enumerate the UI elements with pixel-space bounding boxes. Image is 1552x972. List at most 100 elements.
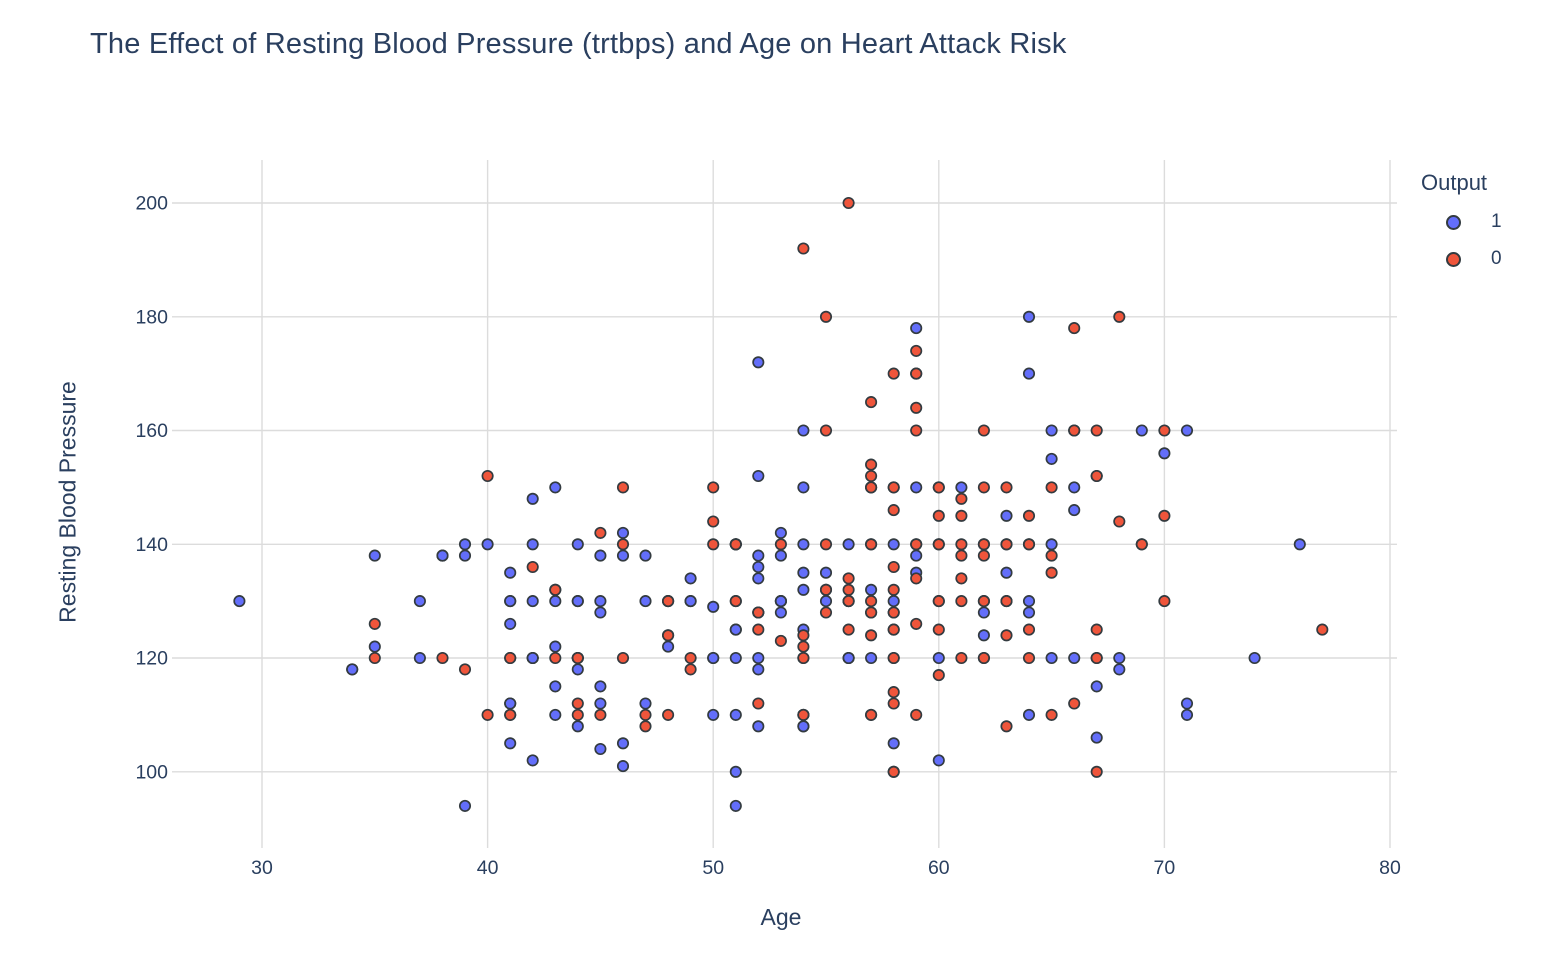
data-point[interactable] [549, 481, 562, 494]
data-point[interactable] [910, 481, 923, 494]
data-point[interactable] [1068, 424, 1081, 437]
data-point[interactable] [797, 629, 810, 642]
data-point[interactable] [1090, 765, 1103, 778]
data-point[interactable] [1090, 680, 1103, 693]
data-point[interactable] [955, 572, 968, 585]
data-point[interactable] [774, 595, 787, 608]
data-point[interactable] [1022, 651, 1036, 665]
data-point[interactable] [526, 754, 539, 767]
data-point[interactable] [639, 708, 652, 721]
data-point[interactable] [887, 504, 900, 517]
data-point[interactable] [797, 720, 810, 733]
data-point[interactable] [1000, 566, 1013, 579]
data-point[interactable] [594, 697, 607, 710]
data-point[interactable] [1022, 606, 1036, 619]
data-point[interactable] [1248, 651, 1261, 665]
data-point[interactable] [1022, 310, 1036, 323]
data-point[interactable] [865, 606, 878, 619]
data-point[interactable] [639, 697, 652, 710]
data-point[interactable] [1022, 595, 1036, 608]
data-point[interactable] [526, 492, 539, 505]
data-point[interactable] [1316, 623, 1329, 636]
data-point[interactable] [1045, 708, 1058, 721]
data-point[interactable] [910, 401, 923, 414]
data-point[interactable] [1090, 651, 1103, 665]
data-point[interactable] [932, 538, 945, 551]
data-point[interactable] [932, 669, 945, 682]
data-point[interactable] [526, 595, 539, 608]
data-point[interactable] [1000, 481, 1013, 494]
data-point[interactable] [865, 396, 878, 409]
data-point[interactable] [549, 651, 562, 665]
data-point[interactable] [932, 651, 945, 665]
data-point[interactable] [707, 538, 720, 551]
data-point[interactable] [571, 538, 584, 551]
data-point[interactable] [1068, 697, 1081, 710]
data-point[interactable] [752, 606, 765, 619]
data-point[interactable] [752, 560, 765, 574]
data-point[interactable] [1045, 424, 1058, 437]
data-point[interactable] [774, 606, 787, 619]
data-point[interactable] [955, 538, 968, 551]
data-point[interactable] [616, 538, 630, 551]
data-point[interactable] [1045, 566, 1058, 579]
data-point[interactable] [571, 708, 584, 721]
data-point[interactable] [233, 595, 246, 608]
data-point[interactable] [436, 651, 449, 665]
data-point[interactable] [865, 481, 878, 494]
data-point[interactable] [1090, 731, 1103, 744]
data-point[interactable] [707, 515, 720, 528]
data-point[interactable] [707, 708, 720, 721]
data-point[interactable] [842, 623, 855, 636]
data-point[interactable] [1068, 322, 1081, 335]
data-point[interactable] [977, 606, 990, 619]
data-point[interactable] [662, 708, 675, 721]
data-point[interactable] [594, 606, 607, 619]
data-point[interactable] [819, 606, 833, 619]
data-point[interactable] [932, 509, 945, 522]
data-point[interactable] [1045, 452, 1058, 465]
data-point[interactable] [1113, 310, 1126, 323]
data-point[interactable] [842, 651, 855, 665]
data-point[interactable] [977, 549, 990, 562]
data-point[interactable] [662, 595, 675, 608]
series-output-0-points[interactable] [368, 196, 1329, 778]
data-point[interactable] [752, 549, 765, 562]
data-point[interactable] [504, 697, 517, 710]
data-point[interactable] [910, 708, 923, 721]
legend-item-output-0[interactable]: 0 [1446, 246, 1502, 272]
data-point[interactable] [571, 697, 584, 710]
data-point[interactable] [887, 367, 900, 380]
data-point[interactable] [549, 708, 562, 721]
data-point[interactable] [752, 469, 765, 483]
data-point[interactable] [707, 651, 720, 665]
data-point[interactable] [910, 344, 923, 357]
data-point[interactable] [1180, 424, 1194, 437]
data-point[interactable] [1068, 651, 1081, 665]
data-point[interactable] [684, 572, 697, 585]
data-point[interactable] [368, 640, 381, 653]
data-point[interactable] [1158, 424, 1171, 437]
data-point[interactable] [1022, 509, 1036, 522]
data-point[interactable] [504, 595, 517, 608]
data-point[interactable] [684, 663, 697, 676]
data-point[interactable] [684, 651, 697, 665]
data-point[interactable] [571, 720, 584, 733]
data-point[interactable] [707, 481, 720, 494]
data-point[interactable] [1158, 509, 1171, 522]
data-point[interactable] [910, 572, 923, 585]
data-point[interactable] [1000, 595, 1013, 608]
data-point[interactable] [977, 629, 990, 642]
data-point[interactable] [797, 424, 810, 437]
data-point[interactable] [1022, 708, 1036, 721]
data-point[interactable] [797, 651, 810, 665]
data-point[interactable] [662, 640, 675, 653]
data-point[interactable] [1113, 663, 1126, 676]
data-point[interactable] [549, 680, 562, 693]
data-point[interactable] [865, 469, 878, 483]
data-point[interactable] [865, 538, 878, 551]
data-point[interactable] [571, 595, 584, 608]
data-point[interactable] [910, 538, 923, 551]
data-point[interactable] [797, 640, 810, 653]
data-point[interactable] [481, 469, 494, 483]
